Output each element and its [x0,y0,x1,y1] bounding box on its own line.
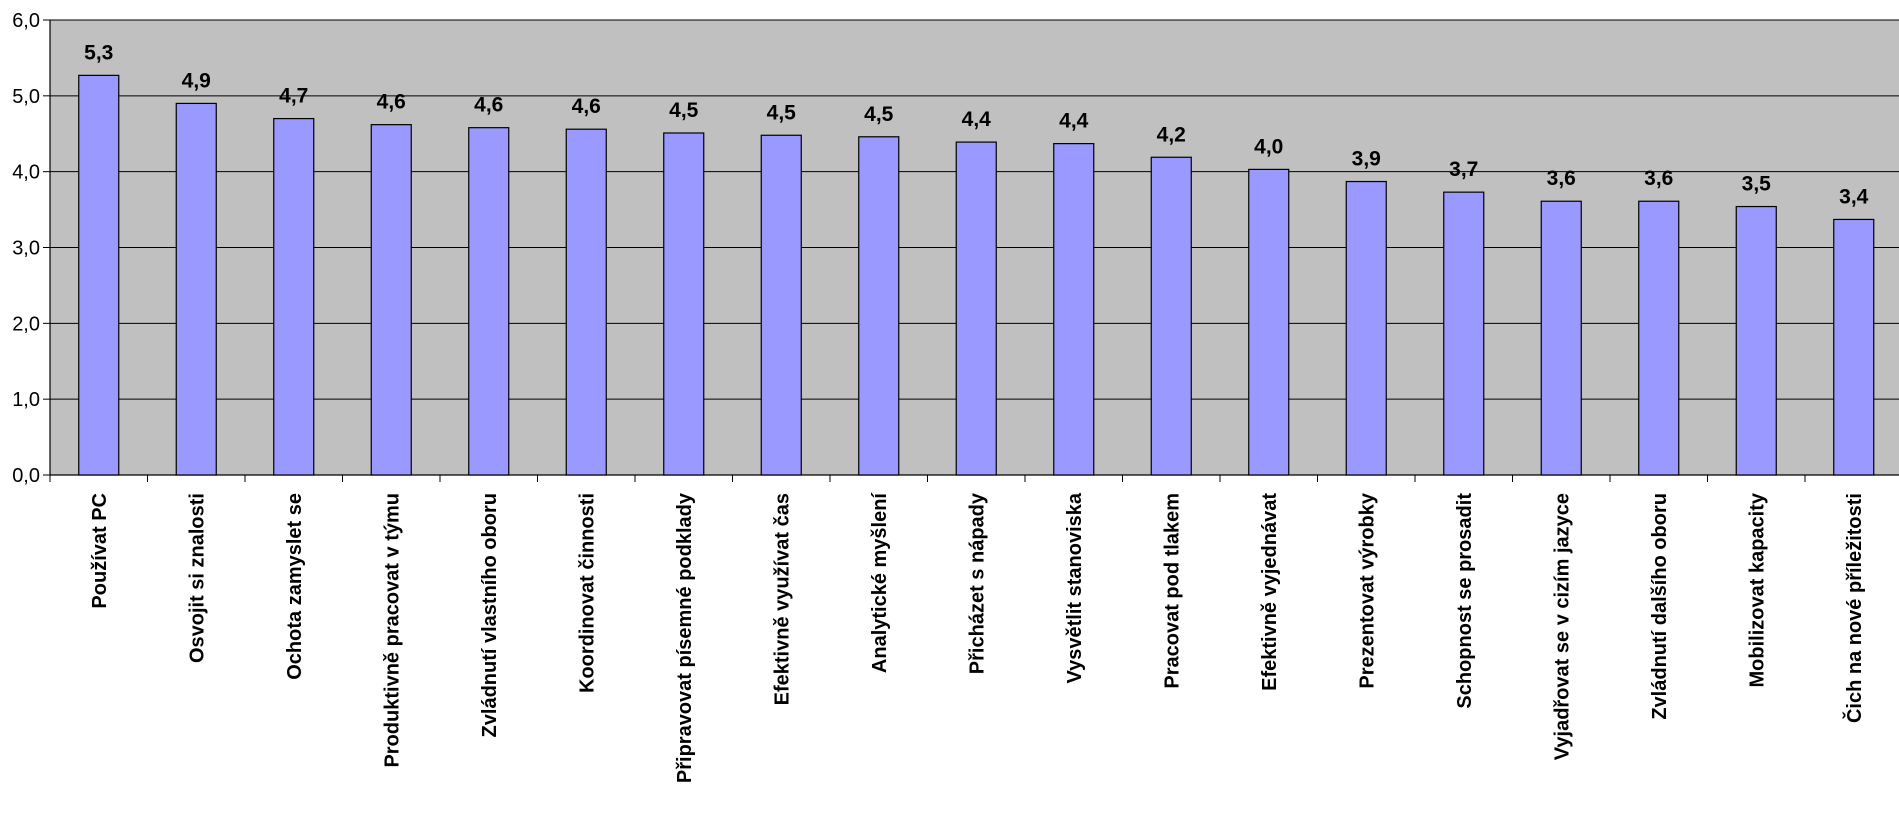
y-tick-label: 6,0 [12,10,40,32]
bar [858,136,900,476]
data-label: 4,6 [377,91,406,114]
category-label: Pracovat pod tlakem [1161,493,1183,689]
category-label: Zvládnutí dalšího oboru [1649,493,1671,720]
bars [78,74,1875,476]
category-label: Přicházet s nápady [966,492,988,674]
category-label: Analytické myšlení [869,492,891,674]
category-label: Čich na nové příležitosti [1842,493,1866,723]
y-tick-label: 0,0 [12,465,40,487]
y-tick-label: 3,0 [12,238,40,260]
category-labels: Používat PC Osvojit si znalosti Ochota zam… [89,492,1866,784]
data-label: 4,5 [864,103,894,126]
bar [760,134,802,476]
category-label: Ochota zamyslet se [284,493,306,680]
category-label: Produktivně pracovat v týmu [381,493,403,768]
bar [955,141,997,476]
y-tick-label: 5,0 [12,86,40,108]
bar [565,128,607,476]
bar [273,117,315,476]
bar [1833,218,1875,476]
category-label: Vysvětlit stanoviska [1064,492,1086,683]
data-labels: 5,3 4,9 4,7 4,6 4,6 4,6 4,5 4,5 4,5 4,4 4,4 4,2 4,0 3… [84,41,1869,208]
bar [78,74,120,476]
category-label: Vyjadřovat se v cizím jazyce [1551,493,1573,760]
data-label: 4,0 [1254,135,1283,158]
data-label: 4,4 [1059,110,1089,133]
data-label: 4,6 [474,94,503,117]
data-label: 4,5 [767,101,797,124]
y-tick-label: 1,0 [12,389,40,411]
data-label: 4,9 [182,69,211,92]
data-label: 3,7 [1449,158,1478,181]
axes: 0,0 1,0 2,0 3,0 4,0 5,0 6,0 [12,10,1899,487]
bar [175,102,217,476]
bar [1248,168,1290,476]
data-label: 4,7 [279,85,308,108]
data-label: 3,9 [1352,148,1381,171]
bar [1053,143,1095,476]
data-label: 3,4 [1839,185,1869,208]
category-label: Používat PC [89,493,111,609]
bar [1540,200,1582,476]
bar [1150,156,1192,476]
bar [1638,200,1680,476]
y-tick-label: 4,0 [12,162,40,184]
data-label: 3,6 [1547,167,1576,190]
category-label: Koordinovat činnosti [576,493,598,693]
data-label: 5,3 [84,41,113,64]
data-label: 3,6 [1644,167,1673,190]
bar [468,127,510,476]
data-label: 4,5 [669,99,699,122]
data-label: 3,5 [1742,173,1772,196]
category-label: Zvládnutí vlastního oboru [479,493,501,737]
category-label: Efektivně vyjednávat [1259,493,1281,691]
category-label: Připravovat písemné podklady [674,492,696,783]
data-label: 4,6 [572,95,601,118]
category-label: Schopnost se prosadit [1454,493,1476,709]
category-label: Efektivně využívat čas [771,493,793,705]
bar [370,124,412,476]
data-label: 4,4 [962,108,992,131]
y-tick-label: 2,0 [12,313,40,335]
data-label: 4,2 [1157,123,1186,146]
category-label: Mobilizovat kapacity [1746,492,1768,687]
bar [1735,205,1777,476]
category-label: Prezentovat výrobky [1356,492,1378,689]
bar [663,132,705,476]
category-label: Osvojit si znalosti [186,493,208,663]
bar [1443,191,1485,476]
bar [1345,180,1387,476]
